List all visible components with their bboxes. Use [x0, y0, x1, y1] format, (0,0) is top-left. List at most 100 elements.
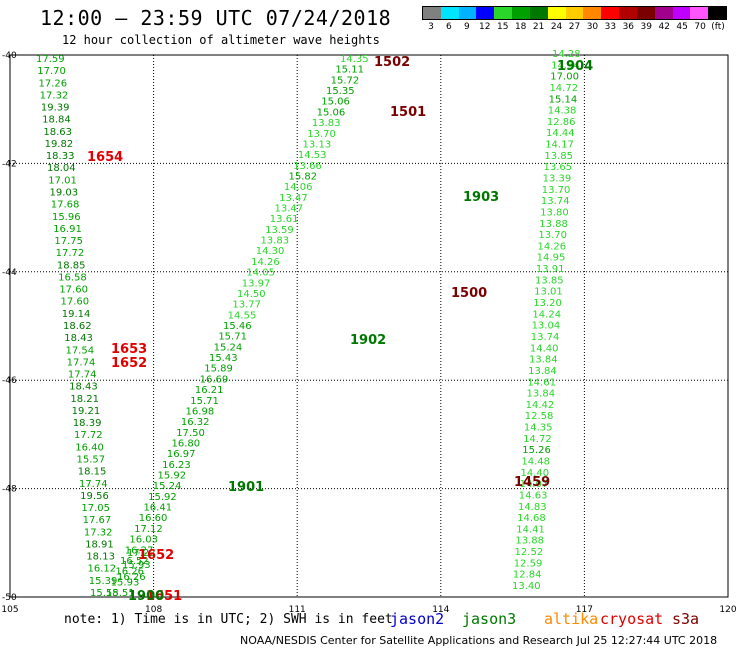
wave-height-value: 14.95 [537, 253, 566, 264]
wave-height-value: 16.41 [143, 503, 172, 514]
wave-height-value: 15.92 [157, 471, 186, 482]
wave-height-value: 15.89 [204, 364, 233, 375]
wave-height-value: 18.39 [73, 418, 102, 429]
wave-height-value: 17.60 [61, 297, 90, 308]
wave-height-value: 13.74 [541, 196, 570, 207]
wave-height-value: 13.01 [534, 287, 563, 298]
wave-height-value: 15.24 [214, 342, 243, 353]
legend-label: 24 [550, 22, 563, 32]
legend-label: 36 [622, 22, 635, 32]
wave-height-value: 17.72 [56, 248, 85, 259]
wave-height-value: 13.13 [303, 139, 332, 150]
wave-height-value: 15.06 [321, 97, 350, 108]
wave-height-value: 13.70 [542, 185, 571, 196]
wave-height-value: 17.59 [36, 54, 65, 65]
wave-height-value: 18.63 [43, 127, 72, 138]
legend-swatch [708, 7, 727, 19]
pass-number-label: 1653 [111, 342, 147, 357]
pass-number-label: 1651 [146, 589, 182, 604]
wave-height-value: 16.23 [162, 460, 191, 471]
wave-height-value: 13.91 [536, 264, 565, 275]
wave-height-value: 12.59 [514, 558, 543, 569]
pass-number-label: 1459 [514, 475, 550, 490]
pass-number-label: 1901 [228, 480, 264, 495]
pass-number-label: 1500 [451, 286, 487, 301]
legend-label: 18 [514, 22, 527, 32]
wave-height-value: 18.62 [63, 321, 92, 332]
wave-height-value: 17.75 [54, 236, 83, 247]
wave-height-value: 14.24 [532, 309, 561, 320]
wave-height-value: 12.58 [525, 411, 554, 422]
wave-height-value: 17.01 [48, 175, 77, 186]
wave-height-value: 18.15 [78, 467, 107, 478]
wave-height-value: 13.70 [307, 129, 336, 140]
wave-height-value: 16.03 [129, 535, 158, 546]
legend-swatch [440, 7, 459, 19]
longitude-label: 114 [432, 605, 449, 615]
legend-label: 21 [532, 22, 545, 32]
legend-swatch [423, 7, 441, 19]
wave-height-value: 15.92 [148, 492, 177, 503]
track-values: 17.5917.7017.2617.3219.3918.8418.6319.82… [36, 49, 581, 599]
axis-labels: -40 -42 -44 -46 -48 -50 105 108 111 114 117 120 [1, 51, 736, 615]
legend-label: 9 [463, 22, 470, 32]
satellite-name: jason3 [462, 610, 517, 628]
wave-height-value: 19.39 [41, 103, 70, 114]
wave-height-value: 14.07 [520, 479, 549, 490]
wave-height-value: 19.03 [50, 188, 79, 199]
wave-height-value: 16.69 [200, 374, 229, 385]
wave-height-value: 13.83 [312, 118, 341, 129]
map-subtitle: 12 hour collection of altimeter wave hei… [62, 33, 380, 47]
wave-height-value: 14.72 [523, 434, 552, 445]
wave-height-value: 13.04 [532, 321, 561, 332]
satellite-name: jason2 [390, 610, 445, 628]
latitude-label: -40 [2, 51, 17, 61]
legend-label: (ft) [711, 22, 725, 32]
wave-height-value: 17.70 [37, 66, 66, 77]
wave-height-value: 17.12 [134, 524, 163, 535]
wave-height-value: 19.21 [72, 406, 101, 417]
wave-height-value: 18.84 [42, 115, 71, 126]
wave-height-value: 17.26 [38, 78, 67, 89]
wave-height-value: 16.60 [139, 513, 168, 524]
pass-number-label: 1654 [87, 150, 123, 165]
legend-label: 39 [640, 22, 652, 32]
wave-height-value: 13.88 [539, 219, 568, 230]
wave-height-value: 19.14 [62, 309, 91, 320]
longitude-label: 111 [289, 605, 306, 615]
longitude-label: 120 [719, 605, 736, 615]
pass-number-label: 1501 [390, 105, 426, 120]
wave-height-value: 18.43 [69, 382, 98, 393]
wave-height-value: 18.04 [47, 163, 76, 174]
wave-height-value: 13.65 [543, 162, 572, 173]
wave-height-value: 18.91 [85, 539, 114, 550]
legend-label: 42 [658, 22, 670, 32]
legend-label: 27 [568, 22, 581, 32]
legend-label: 3 [428, 22, 434, 32]
wave-height-value: 15.71 [190, 396, 219, 407]
legend-label: 45 [676, 22, 688, 32]
wave-height-value: 15.93 [122, 560, 151, 571]
legend-label: 70 [694, 22, 706, 32]
legend-swatch [547, 7, 566, 19]
legend-swatch [636, 7, 655, 19]
wave-height-value: 13.80 [540, 207, 569, 218]
legend-labels: 3 6 9 12 15 18 21 24 27 30 33 36 39 42 45 70 (ft) [422, 20, 727, 34]
legend-swatch [672, 7, 691, 19]
wave-height-value: 15.26 [522, 445, 551, 456]
wave-height-value: 13.88 [515, 536, 544, 547]
wave-height-value: 14.72 [549, 83, 578, 94]
wave-height-value: 16.27 [125, 545, 154, 556]
legend-swatch [458, 7, 477, 19]
legend-swatch [565, 7, 584, 19]
wave-height-value: 19.56 [80, 491, 109, 502]
color-scale-legend: 3 6 9 12 15 18 21 24 27 30 33 36 39 42 45 70 (ft) [422, 6, 727, 34]
wave-height-value: 14.28 [552, 49, 581, 60]
wave-height-value: 19.82 [45, 139, 74, 150]
wave-height-value: 18.43 [64, 333, 93, 344]
wave-height-value: 14.38 [548, 106, 577, 117]
wave-height-value: 14.55 [228, 310, 257, 321]
wave-height-value: 12.52 [515, 547, 544, 558]
wave-height-value: 13.84 [526, 389, 555, 400]
satellite-name: cryosat [600, 610, 664, 628]
